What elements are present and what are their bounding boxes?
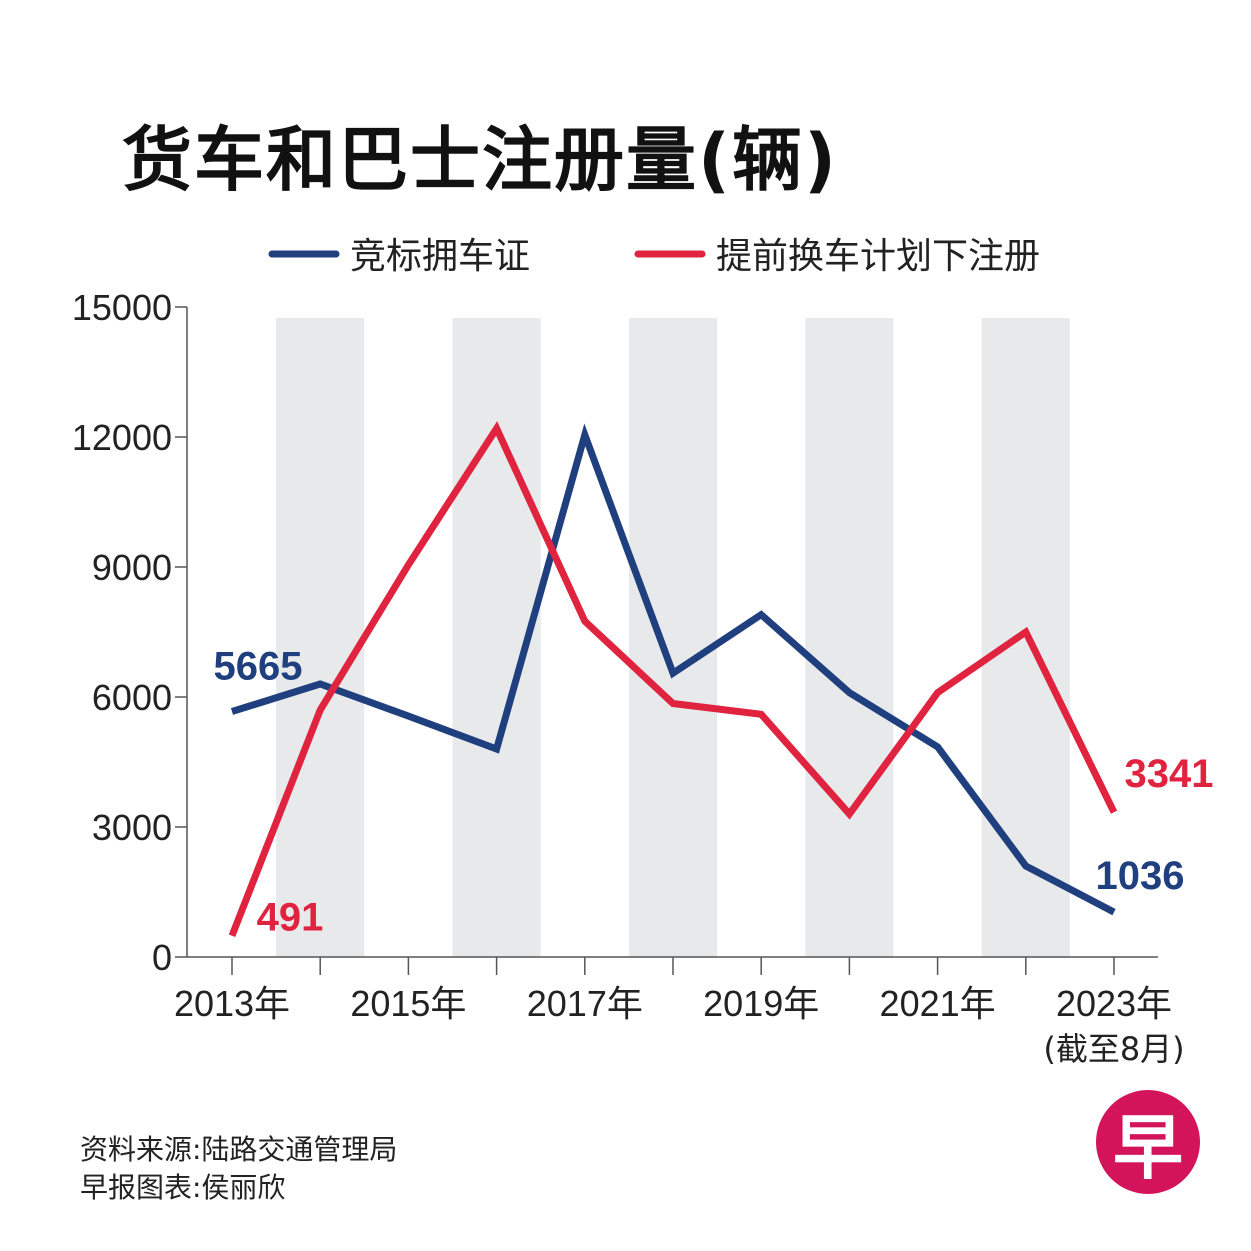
y-tick-label: 12000 <box>72 417 172 458</box>
x-tick-label: 2019年 <box>703 983 819 1024</box>
data-label: 5665 <box>214 645 303 689</box>
y-tick-label: 6000 <box>92 677 172 718</box>
y-tick-label: 3000 <box>92 807 172 848</box>
x-tick-label: 2021年 <box>880 983 996 1024</box>
y-tick-label: 9000 <box>92 547 172 588</box>
x-tick-label: 2013年 <box>174 983 290 1024</box>
y-tick-label: 0 <box>152 937 172 978</box>
zaobao-logo: 早 <box>1096 1090 1200 1194</box>
x-tick-label: 2017年 <box>527 983 643 1024</box>
background-band <box>805 318 894 957</box>
y-tick-label: 15000 <box>72 287 172 328</box>
background-band <box>628 318 718 957</box>
x-tick-sublabel: (截至8月) <box>1043 1030 1184 1068</box>
legend-label: 竞标拥车证 <box>350 236 530 277</box>
x-tick-label: 2023年 <box>1056 983 1172 1024</box>
series-line-0 <box>230 423 1116 916</box>
series-line-1 <box>228 421 1118 937</box>
x-tick-label: 2015年 <box>350 983 466 1024</box>
data-label: 491 <box>257 896 324 940</box>
data-label: 3341 <box>1125 752 1214 796</box>
credit-note: 早报图表:侯丽欣 <box>80 1171 286 1204</box>
background-band <box>276 318 365 957</box>
source-note: 资料来源:陆路交通管理局 <box>80 1133 398 1166</box>
legend-label: 提前换车计划下注册 <box>716 236 1040 277</box>
chart-title: 货车和巴士注册量(辆) <box>122 119 838 201</box>
data-label: 1036 <box>1096 854 1185 898</box>
